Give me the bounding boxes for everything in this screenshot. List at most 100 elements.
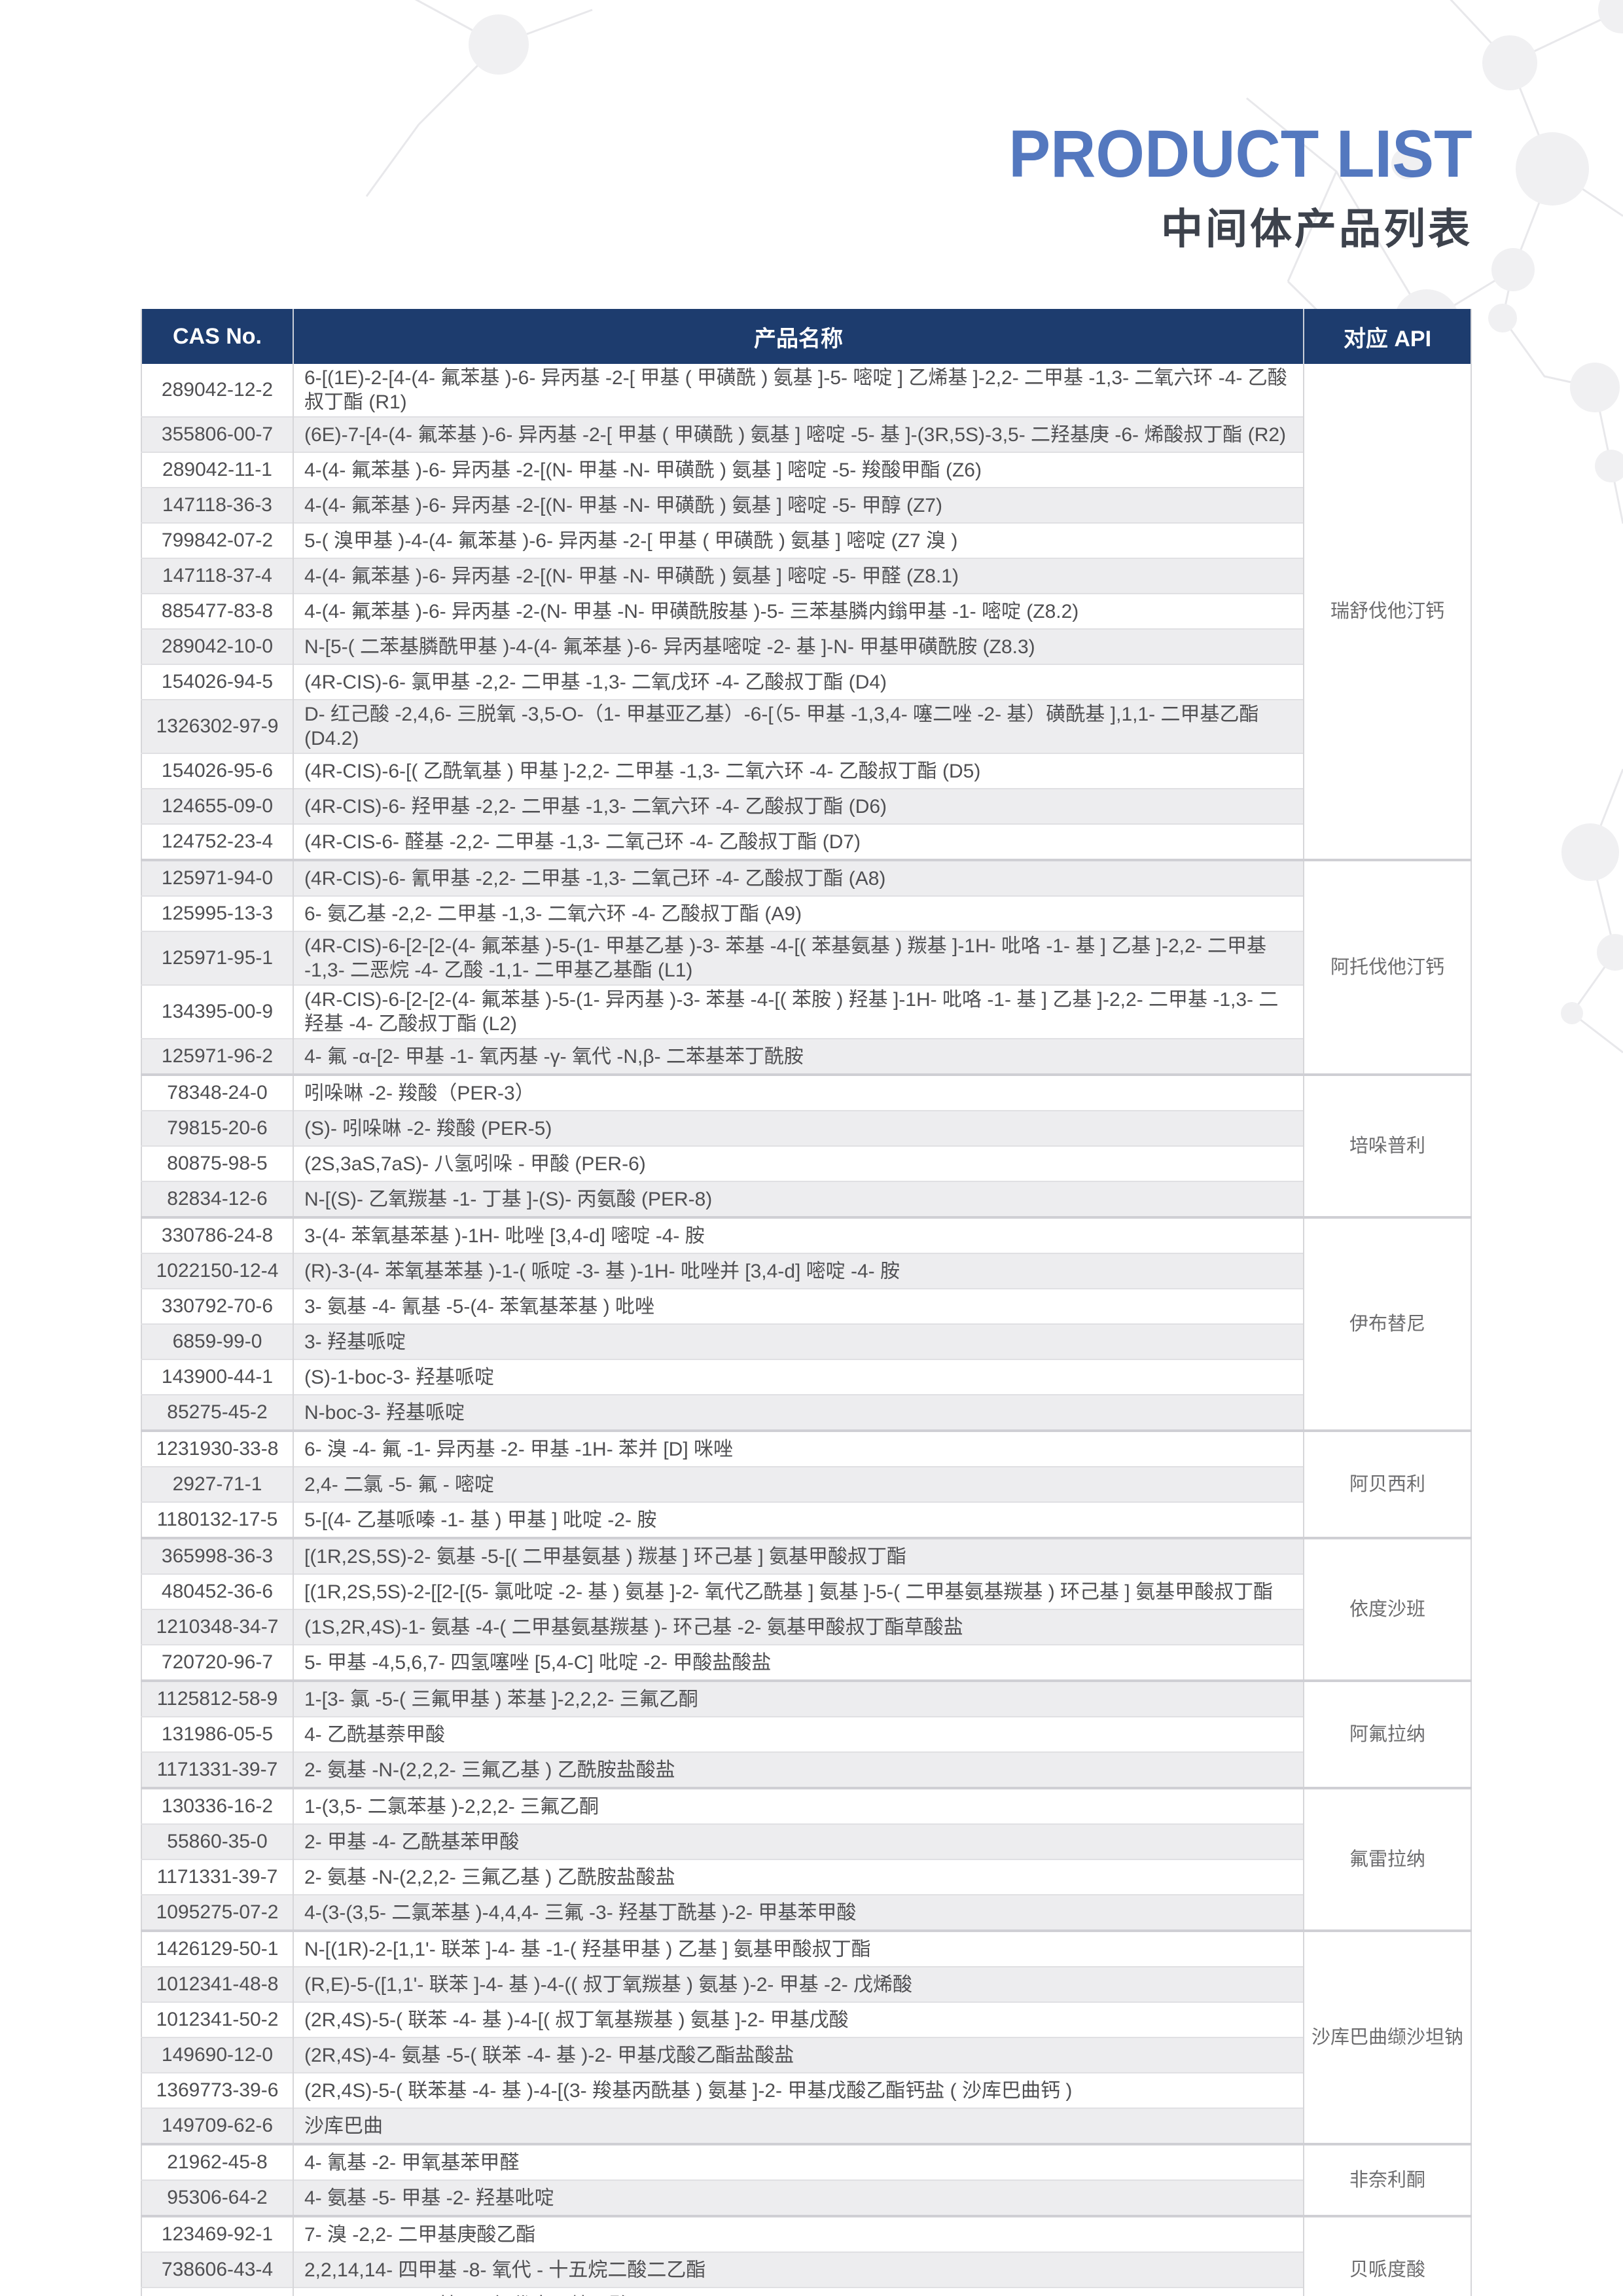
table-row: 125971-94-0 (4R-CIS)-6- 氰甲基 -2,2- 二甲基 -1,… [141, 859, 1471, 1075]
table-header-row: CAS No. 产品名称 对应 API [141, 309, 1471, 364]
product-name-cell: 4-(4- 氟苯基 )-6- 异丙基 -2-(N- 甲基 -N- 甲磺酰胺基 )… [293, 593, 1304, 629]
table-row: 1012341-50-2 (2R,4S)-5-( 联苯 -4- 基 )-4-[( … [141, 2001, 1471, 2037]
product-name-cell: (4R-CIS)-6-[2-[2-(4- 氟苯基 )-5-(1- 异丙基 )-3… [293, 984, 1304, 1039]
table-row: 55860-35-0 2- 甲基 -4- 乙酰基苯甲酸 [141, 1823, 1471, 1859]
table-row: 124655-09-0 (4R-CIS)-6- 羟甲基 -2,2- 二甲基 -1,… [141, 788, 1471, 824]
product-name-cell: [(1R,2S,5S)-2-[[2-[(5- 氯吡啶 -2- 基 ) 氨基 ]-… [293, 1573, 1304, 1609]
table-row: 1171331-39-7 2- 氨基 -N-(2,2,2- 三氟乙基 ) 乙酰胺盐… [141, 1751, 1471, 1788]
column-header-cas: CAS No. [141, 309, 293, 364]
table-row: 885477-83-8 4-(4- 氟苯基 )-6- 异丙基 -2-(N- 甲基 … [141, 593, 1471, 629]
cas-number-cell: 143900-44-1 [141, 1359, 293, 1395]
product-name-cell: 3- 氨基 -4- 氰基 -5-(4- 苯氧基苯基 ) 吡唑 [293, 1288, 1304, 1324]
cas-number-cell: 1095275-07-2 [141, 1894, 293, 1931]
product-name-cell: 5- 甲基 -4,5,6,7- 四氢噻唑 [5,4-C] 吡啶 -2- 甲酸盐酸… [293, 1644, 1304, 1681]
cas-number-cell: 149709-62-6 [141, 2108, 293, 2144]
cas-number-cell: 330792-70-6 [141, 1288, 293, 1324]
page-header: PRODUCT LIST 中间体产品列表 [979, 117, 1472, 253]
cas-number-cell: 1426129-50-1 [141, 1929, 293, 1967]
product-name-cell: (4R-CIS)-6- 氯甲基 -2,2- 二甲基 -1,3- 二氧戊环 -4-… [293, 664, 1304, 700]
product-name-cell: 1-[3- 氯 -5-( 三氟甲基 ) 苯基 ]-2,2,2- 三氟乙酮 [293, 1679, 1304, 1717]
table-row: 6859-99-0 3- 羟基哌啶 [141, 1323, 1471, 1359]
api-cell: 培哚普利 [1303, 1073, 1471, 1217]
product-name-cell: (2S,3aS,7aS)- 八氢吲哚 - 甲酸 (PER-6) [293, 1145, 1304, 1181]
api-cell: 氟雷拉纳 [1303, 1787, 1471, 1931]
cas-number-cell: 134395-00-9 [141, 984, 293, 1039]
cas-number-cell: 480452-36-6 [141, 1573, 293, 1609]
table-row: 330792-70-6 3- 氨基 -4- 氰基 -5-(4- 苯氧基苯基 ) 吡… [141, 1288, 1471, 1324]
cas-number-cell: 147118-36-3 [141, 487, 293, 523]
cas-number-cell: 289042-11-1 [141, 452, 293, 488]
table-row: 365998-36-3 [(1R,2S,5S)-2- 氨基 -5-[( 二甲基氨基… [141, 1537, 1471, 1681]
cas-number-cell: 1369773-39-6 [141, 2072, 293, 2108]
column-header-api: 对应 API [1303, 309, 1471, 364]
product-name-cell: 7- 溴 -2,2- 二甲基庚酸乙酯 [293, 2215, 1304, 2252]
table-row: 149690-12-0 (2R,4S)-4- 氨基 -5-( 联苯 -4- 基 )… [141, 2037, 1471, 2073]
api-cell: 阿托伐他汀钙 [1303, 859, 1471, 1075]
cas-number-cell: 2927-71-1 [141, 1466, 293, 1502]
product-name-cell: (R,E)-5-([1,1'- 联苯 ]-4- 基 )-4-(( 叔丁氧羰基 )… [293, 1966, 1304, 2002]
table-row: 125971-96-2 4- 氟 -α-[2- 甲基 -1- 氧丙基 -γ- 氧代… [141, 1038, 1471, 1075]
product-name-cell: (1S,2R,4S)-1- 氨基 -4-( 二甲基氨基羰基 )- 环己基 -2-… [293, 1609, 1304, 1645]
cas-number-cell: 82834-12-6 [141, 1181, 293, 1217]
product-name-cell: (6E)-7-[4-(4- 氟苯基 )-6- 异丙基 -2-[ 甲基 ( 甲磺酰… [293, 416, 1304, 452]
cas-number-cell: 124752-23-4 [141, 823, 293, 860]
cas-number-cell: 1171331-39-7 [141, 1859, 293, 1895]
table-row: 355806-00-7 (6E)-7-[4-(4- 氟苯基 )-6- 异丙基 -2… [141, 416, 1471, 452]
cas-number-cell: 355806-00-7 [141, 416, 293, 452]
cas-number-cell: 1171331-39-7 [141, 1751, 293, 1788]
table-row: 82834-12-6 N-[(S)- 乙氧羰基 -1- 丁基 ]-(S)- 丙氨酸… [141, 1181, 1471, 1217]
cas-number-cell: 149690-12-0 [141, 2037, 293, 2073]
table-row: 720720-96-7 5- 甲基 -4,5,6,7- 四氢噻唑 [5,4-C] … [141, 1644, 1471, 1681]
cas-number-cell: 130336-16-2 [141, 1787, 293, 1824]
table-row: 2927-71-1 2,4- 二氯 -5- 氟 - 嘧啶 [141, 1466, 1471, 1502]
product-name-cell: 4- 乙酰基萘甲酸 [293, 1716, 1304, 1752]
product-name-cell: 4-(4- 氟苯基 )-6- 异丙基 -2-[(N- 甲基 -N- 甲磺酰 ) … [293, 487, 1304, 523]
table-row: 1180132-17-5 5-[(4- 乙基哌嗪 -1- 基 ) 甲基 ] 吡啶 … [141, 1501, 1471, 1538]
product-name-cell: 4- 氰基 -2- 甲氧基苯甲醛 [293, 2143, 1304, 2180]
cas-number-cell: 131986-05-5 [141, 1716, 293, 1752]
table-row: 78348-24-0 吲哚啉 -2- 羧酸（PER-3） 培哚普利 [141, 1073, 1471, 1217]
cas-number-cell: 154026-95-6 [141, 753, 293, 789]
table-row: 1210348-34-7 (1S,2R,4S)-1- 氨基 -4-( 二甲基氨基羰… [141, 1609, 1471, 1645]
table-row: 143900-44-1 (S)-1-boc-3- 羟基哌啶 [141, 1359, 1471, 1395]
product-name-cell: (S)- 吲哚啉 -2- 羧酸 (PER-5) [293, 1110, 1304, 1146]
api-cell: 阿贝西利 [1303, 1429, 1471, 1538]
cas-number-cell: 125971-95-1 [141, 931, 293, 985]
product-name-cell: 4- 氨基 -5- 甲基 -2- 羟基吡啶 [293, 2179, 1304, 2216]
table-row: 149709-62-6 沙库巴曲 [141, 2108, 1471, 2144]
table-row: 125971-95-1 (4R-CIS)-6-[2-[2-(4- 氟苯基 )-5-… [141, 931, 1471, 985]
table-row: 1012341-48-8 (R,E)-5-([1,1'- 联苯 ]-4- 基 )-… [141, 1966, 1471, 2002]
table-row: 1426129-50-1 N-[(1R)-2-[1,1'- 联苯 ]-4- 基 -… [141, 1929, 1471, 2144]
page-title: PRODUCT LIST [1008, 117, 1472, 191]
cas-number-cell: 125995-13-3 [141, 895, 293, 931]
product-name-cell: 6- 溴 -4- 氟 -1- 异丙基 -2- 甲基 -1H- 苯并 [D] 咪唑 [293, 1429, 1304, 1467]
product-name-cell: (4R-CIS)-6-[( 乙酰氧基 ) 甲基 ]-2,2- 二甲基 -1,3-… [293, 753, 1304, 789]
product-name-cell: 2- 甲基 -4- 乙酰基苯甲酸 [293, 1823, 1304, 1859]
cas-number-cell: 289042-10-0 [141, 628, 293, 664]
cas-number-cell: 124655-09-0 [141, 788, 293, 824]
page-subtitle: 中间体产品列表 [1161, 206, 1472, 253]
table-row: 738606-43-4 2,2,14,14- 四甲基 -8- 氧代 - 十五烷二酸… [141, 2251, 1471, 2287]
product-name-cell: 2,2,14,14- 四甲基 -8- 氧代 - 十五烷二酸二乙酯 [293, 2251, 1304, 2287]
table-row: 1125812-58-9 1-[3- 氯 -5-( 三氟甲基 ) 苯基 ]-2,2… [141, 1679, 1471, 1788]
cas-number-cell: 125971-96-2 [141, 1038, 293, 1075]
cas-number-cell: 123469-92-1 [141, 2215, 293, 2252]
table-row: 130336-16-2 1-(3,5- 二氯苯基 )-2,2,2- 三氟乙酮 氟雷拉… [141, 1787, 1471, 1931]
table-row: 154026-95-6 (4R-CIS)-6-[( 乙酰氧基 ) 甲基 ]-2,2… [141, 753, 1471, 789]
product-name-cell: N-[(1R)-2-[1,1'- 联苯 ]-4- 基 -1-( 羟基甲基 ) 乙… [293, 1929, 1304, 1967]
product-name-cell: 5-( 溴甲基 )-4-(4- 氟苯基 )-6- 异丙基 -2-[ 甲基 ( 甲… [293, 522, 1304, 558]
cas-number-cell: 1210348-34-7 [141, 1609, 293, 1645]
cas-number-cell: 1231930-33-8 [141, 1429, 293, 1467]
table-row: 125995-13-3 6- 氨乙基 -2,2- 二甲基 -1,3- 二氧六环 -… [141, 895, 1471, 931]
table-row: 154026-94-5 (4R-CIS)-6- 氯甲基 -2,2- 二甲基 -1,… [141, 664, 1471, 700]
cas-number-cell: 80875-98-5 [141, 1145, 293, 1181]
api-cell: 非奈利酮 [1303, 2143, 1471, 2216]
cas-number-cell: 55860-35-0 [141, 1823, 293, 1859]
table-row: 95306-64-2 4- 氨基 -5- 甲基 -2- 羟基吡啶 [141, 2179, 1471, 2216]
column-header-product-name: 产品名称 [293, 309, 1304, 364]
product-name-cell: 5-[(4- 乙基哌嗪 -1- 基 ) 甲基 ] 吡啶 -2- 胺 [293, 1501, 1304, 1538]
product-table: CAS No. 产品名称 对应 API 289042-12-2 6-[(1E)-2… [141, 309, 1472, 2296]
table-row: 799842-07-2 5-( 溴甲基 )-4-(4- 氟苯基 )-6- 异丙基 … [141, 522, 1471, 558]
product-name-cell: (4R-CIS)-6- 羟甲基 -2,2- 二甲基 -1,3- 二氧六环 -4-… [293, 788, 1304, 824]
cas-number-cell: 1012341-48-8 [141, 1966, 293, 2002]
